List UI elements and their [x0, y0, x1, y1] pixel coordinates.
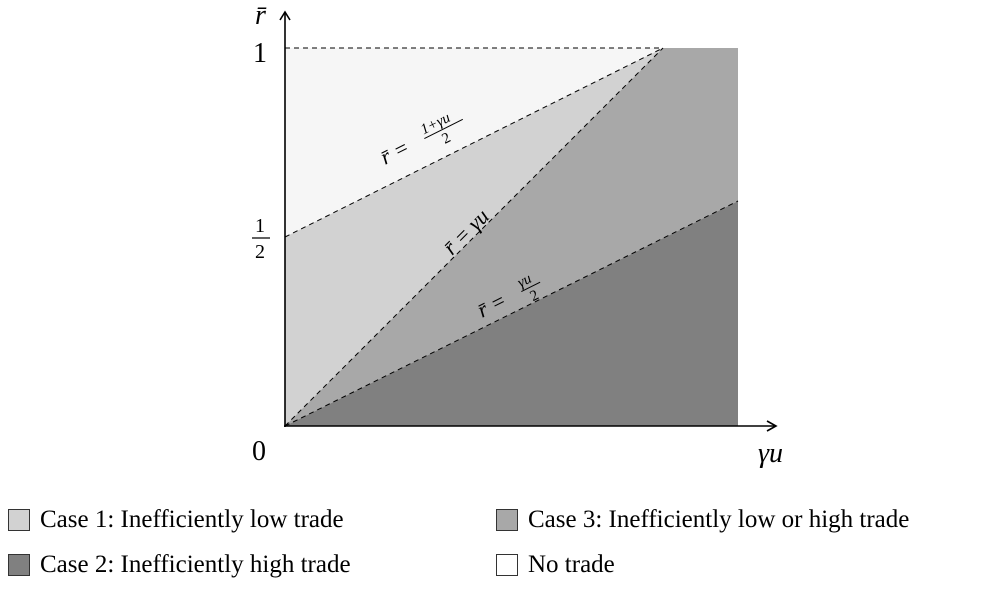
y-tick-half-denominator: 2 [255, 241, 265, 263]
y-tick-one: 1 [253, 38, 267, 69]
legend-swatch-case1 [8, 509, 30, 531]
legend-swatch-no-trade [496, 554, 518, 576]
label-half-plus-bar [424, 118, 464, 140]
label-half-bar [521, 281, 541, 293]
legend-label-case2: Case 2: Inefficiently high trade [40, 551, 351, 578]
legend-swatch-case3 [496, 509, 518, 531]
boundary-half-line [284, 200, 739, 427]
label-half-num: γu [515, 271, 534, 291]
y-axis-arrow [279, 10, 291, 21]
case3-region [285, 48, 738, 426]
legend-item-case1: Case 1: Inefficiently low trade [8, 506, 344, 534]
legend-label-no-trade: No trade [528, 551, 615, 578]
boundary-half-plus-line [284, 47, 664, 238]
x-axis-label: γu [758, 438, 783, 469]
x-axis-arrow [766, 420, 778, 432]
legend-swatch-case2 [8, 554, 30, 576]
boundary-equal-line [284, 47, 664, 427]
legend-item-case3: Case 3: Inefficiently low or high trade [496, 506, 909, 534]
y-tick-half-numerator: 1 [255, 215, 265, 237]
region-diagram: r̄ γu 0 1 1 2 r̄ = 1+γu 2 r̄ = γu r̄ = γ… [252, 0, 783, 469]
legend-label-case1: Case 1: Inefficiently low trade [40, 506, 344, 533]
legend-label-case3: Case 3: Inefficiently low or high trade [528, 506, 910, 533]
y-axis-label: r̄ [255, 0, 267, 31]
legend-item-no-trade: No trade [496, 551, 615, 579]
legend-item-case2: Case 2: Inefficiently high trade [8, 551, 351, 579]
origin-label: 0 [252, 436, 266, 467]
